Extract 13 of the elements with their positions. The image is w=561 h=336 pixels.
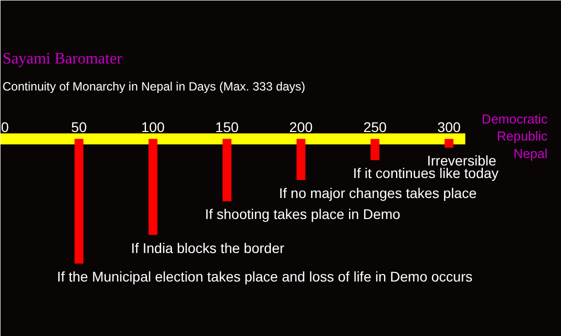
x-tick-label: 100 <box>141 118 165 135</box>
chart-title: Sayami Baromater <box>2 50 123 68</box>
x-tick-label: 50 <box>71 118 87 135</box>
x-tick-label: 250 <box>363 118 387 135</box>
x-tick-label: 300 <box>437 118 461 135</box>
annotation: If shooting takes place in Demo <box>204 206 401 222</box>
x-tick-label: 200 <box>289 118 313 135</box>
chart-subtitle: Continuity of Monarchy in Nepal in Days (Max. 333 days) <box>2 80 306 94</box>
x-tick-label: 150 <box>215 118 239 135</box>
annotation: If India blocks the border <box>130 240 285 256</box>
x-tick-label: 0 <box>1 118 10 135</box>
annotation: If the Municipal election takes place and loss of life in Demo occurs <box>56 268 472 285</box>
annotation: If no major changes takes place <box>278 185 477 202</box>
